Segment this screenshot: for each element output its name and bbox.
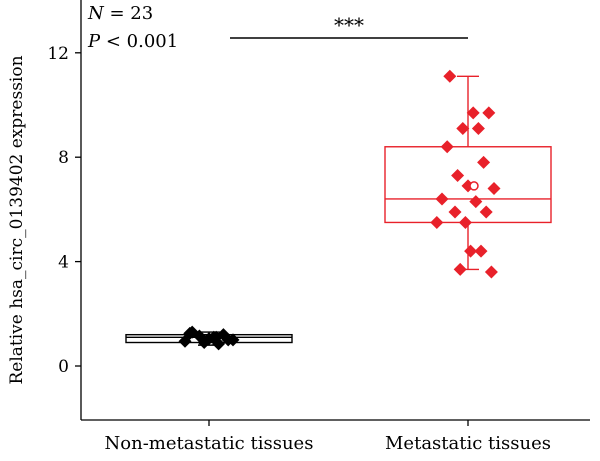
mean-marker	[469, 181, 479, 191]
p-value: < 0.001	[100, 31, 178, 52]
data-point	[484, 265, 498, 279]
data-point	[178, 334, 192, 348]
n-value: = 23	[104, 3, 153, 24]
chart-marks	[125, 37, 552, 351]
significance-stars: ***	[334, 13, 364, 37]
y-tick-label: 4	[58, 253, 69, 273]
x-tick-label: Metastatic tissues	[385, 433, 551, 454]
p-symbol: P	[87, 31, 101, 52]
data-point	[451, 168, 465, 182]
data-point	[435, 192, 449, 206]
data-point	[440, 140, 454, 154]
data-point	[482, 106, 496, 120]
data-point	[458, 215, 472, 229]
data-point	[453, 262, 467, 276]
p-annotation: P < 0.001	[87, 31, 178, 52]
data-point	[209, 330, 223, 344]
data-point	[471, 121, 485, 135]
data-point	[474, 244, 488, 258]
y-axis-title: Relative hsa_circ_0139402 expression	[7, 55, 27, 384]
data-point	[487, 182, 501, 196]
data-point	[226, 333, 240, 347]
data-point	[469, 195, 483, 209]
y-tick-label: 0	[58, 357, 69, 377]
data-point	[479, 205, 493, 219]
n-symbol: N	[87, 3, 105, 24]
data-point	[456, 121, 470, 135]
y-tick-label: 12	[47, 44, 69, 64]
axes	[75, 0, 590, 426]
data-point	[443, 69, 457, 83]
y-tick-label: 8	[58, 148, 69, 168]
chart-labels: 0 4 8 12 Non-metastatic tissues Metastatic ti…	[7, 3, 551, 454]
n-annotation: N = 23	[87, 3, 153, 24]
data-point	[430, 215, 444, 229]
data-point	[448, 205, 462, 219]
data-point	[466, 106, 480, 120]
data-point	[192, 329, 206, 343]
data-point	[464, 244, 478, 258]
data-point	[477, 155, 491, 169]
x-tick-label: Non-metastatic tissues	[105, 433, 314, 454]
